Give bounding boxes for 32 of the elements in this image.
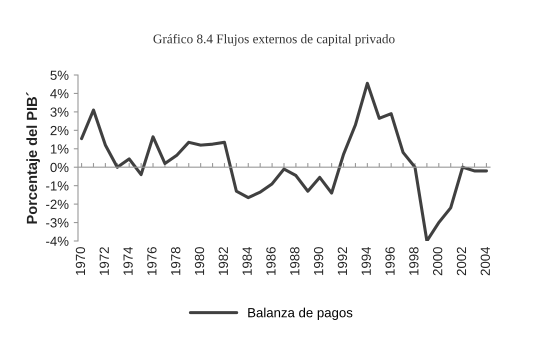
x-tick-label: 1990 bbox=[314, 247, 324, 275]
x-tick-label: 2000 bbox=[432, 247, 442, 276]
x-tick-label: 1994 bbox=[362, 246, 371, 275]
x-tick-label: 1980 bbox=[194, 247, 204, 275]
x-tick-label: 1996 bbox=[385, 247, 395, 275]
x-tick-label: 1992 bbox=[338, 247, 348, 275]
y-tick-label: 3% bbox=[50, 107, 69, 117]
x-tick-label: 1972 bbox=[100, 247, 109, 275]
x-tick-label: 1998 bbox=[409, 247, 419, 275]
x-tick-label: 2002 bbox=[456, 247, 466, 276]
y-tick-label: -1% bbox=[46, 181, 69, 191]
legend-label: Balanza de pagos bbox=[248, 308, 352, 320]
y-tick-label: 4% bbox=[50, 89, 69, 98]
x-tick-label: 1988 bbox=[290, 247, 300, 275]
y-tick-label: 2% bbox=[50, 126, 69, 136]
x-tick-label: 1978 bbox=[171, 247, 180, 275]
x-tick-label: 1976 bbox=[147, 247, 157, 275]
y-tick-label: 5% bbox=[50, 70, 69, 80]
y-axis-title: Porcentaje del PIB´ bbox=[26, 92, 40, 224]
y-tick-label: -2% bbox=[46, 200, 69, 209]
line-series bbox=[80, 82, 488, 241]
x-tick-label: 1984 bbox=[242, 246, 252, 275]
x-tick-label: 2004 bbox=[480, 246, 490, 276]
y-tick-label: -4% bbox=[46, 236, 69, 246]
y-tick-label: 0% bbox=[50, 162, 69, 172]
x-tick-label: 1986 bbox=[266, 247, 276, 275]
x-tick-label: 1970 bbox=[76, 247, 86, 275]
chart-title: Gráfico 8.4 Flujos externos de capital privado bbox=[153, 34, 395, 46]
y-tick-label: -3% bbox=[46, 218, 69, 228]
x-tick-label: 1982 bbox=[218, 247, 228, 275]
x-tick-label: 1974 bbox=[123, 246, 133, 275]
y-tick-label: 1% bbox=[50, 144, 69, 154]
